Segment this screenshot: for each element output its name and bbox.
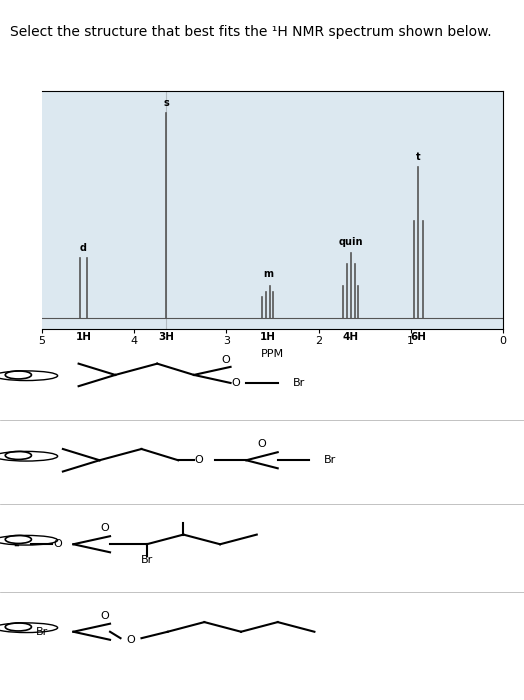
Text: t: t xyxy=(416,153,420,162)
Text: 4H: 4H xyxy=(343,332,359,342)
Text: -: - xyxy=(13,536,19,553)
Text: Br: Br xyxy=(140,555,153,566)
Text: Br: Br xyxy=(324,455,336,466)
Text: Br: Br xyxy=(292,378,305,388)
Text: O: O xyxy=(232,378,240,388)
Text: O: O xyxy=(101,523,109,533)
Text: 3H: 3H xyxy=(158,332,174,342)
Text: d: d xyxy=(80,244,87,253)
Text: quin: quin xyxy=(339,237,363,247)
X-axis label: PPM: PPM xyxy=(261,349,284,358)
Text: Br: Br xyxy=(36,626,48,637)
Text: O: O xyxy=(53,539,62,550)
Text: Select the structure that best fits the ¹H NMR spectrum shown below.: Select the structure that best fits the … xyxy=(10,25,492,39)
Text: O: O xyxy=(258,439,266,449)
Text: O: O xyxy=(127,635,135,645)
Text: O: O xyxy=(221,356,230,365)
Text: O: O xyxy=(101,610,109,621)
Text: s: s xyxy=(163,98,169,108)
Text: 1H: 1H xyxy=(75,332,91,342)
Text: O: O xyxy=(195,455,203,466)
Text: 6H: 6H xyxy=(410,332,426,342)
Text: m: m xyxy=(263,270,273,279)
Text: 1H: 1H xyxy=(260,332,276,342)
